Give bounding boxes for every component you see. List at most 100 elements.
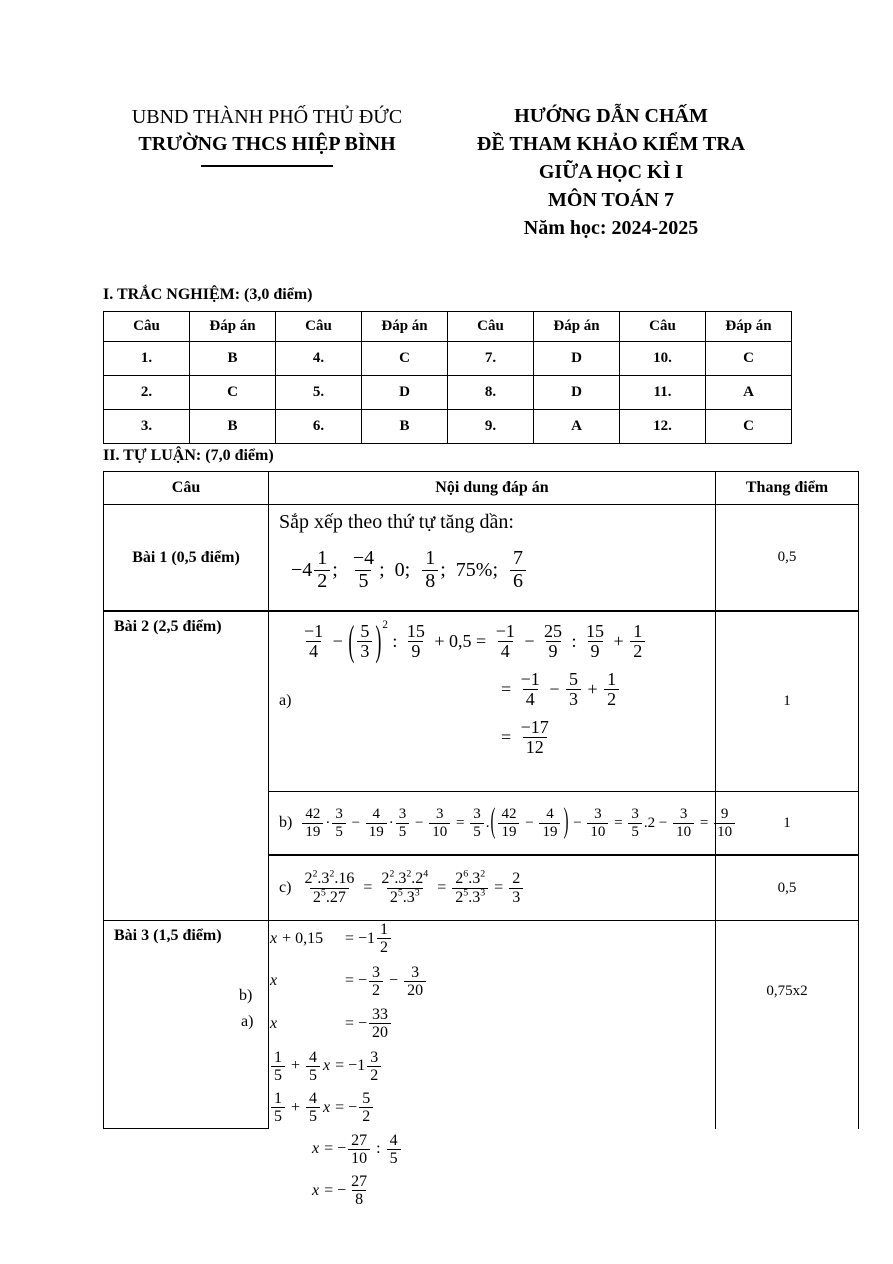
math-fden: 2 — [604, 689, 620, 709]
mc-answer-cell: D — [362, 376, 448, 410]
math-msup: 2 — [406, 868, 412, 880]
bai3a-row1-left: x + 0,15 — [269, 930, 345, 948]
math-fden: 19 — [498, 822, 520, 840]
math-fnum: 9 — [720, 806, 729, 823]
bai3a-row3-right: = −33 20 — [345, 1006, 393, 1042]
bai2a-content-cell: a) −1 4 − (5 3) 2 : 15 9 + 0,5 = −1 4 − 25 9 :… — [269, 612, 716, 792]
math-mi: x — [312, 1181, 320, 1199]
math-fnum: 25 — [544, 621, 563, 641]
math-msup: 5 — [463, 887, 469, 899]
math-fden: 2 — [359, 1107, 374, 1125]
math-fnum: 3 — [335, 806, 343, 823]
org-name: UBND THÀNH PHỐ THỦ ĐỨC — [131, 106, 403, 128]
math-frac: 3 10 — [673, 806, 695, 840]
math-fnum: 27 — [351, 1131, 368, 1149]
bai3a-row1: x + 0,15 = −1 1 2 — [269, 921, 715, 957]
math-mt: − — [411, 814, 428, 831]
math-fnum: 1 — [317, 547, 328, 569]
bai3-score: 0,75x2 — [716, 921, 859, 1129]
bai1-label: Bài 1 (0,5 điểm) — [104, 505, 269, 612]
math-frac: −1 4 — [518, 669, 543, 710]
math-mt: .2 — [411, 870, 424, 888]
math-fnum: 3 — [436, 806, 444, 823]
math-fden: 5 — [470, 822, 484, 840]
math-fden: 5 — [271, 1065, 285, 1084]
math-msup: 2 — [329, 868, 335, 880]
mc-header-cell: Đáp án — [362, 312, 448, 342]
math-mt: −4 — [291, 558, 313, 581]
math-fden: 3 — [509, 887, 524, 906]
math-mt: = — [359, 879, 377, 896]
math-fnum: −1 — [304, 621, 324, 641]
math-frac: −4 5 — [350, 547, 377, 592]
math-frac: 22.32.16 25.27 — [301, 868, 357, 906]
math-mt: − — [328, 631, 348, 652]
math-mt: · — [325, 814, 331, 831]
math-frac: −1 4 — [493, 621, 518, 662]
math-fden: 5 — [386, 1148, 401, 1167]
math-fden: 9 — [587, 641, 603, 661]
math-fnum: 3 — [473, 806, 481, 823]
math-mt: 2 — [304, 870, 313, 888]
math-frac: 27 10 — [348, 1131, 371, 1168]
math-mt: = — [696, 814, 713, 831]
math-fnum: −17 — [520, 716, 549, 737]
math-mt: .2 − — [643, 814, 672, 831]
math-fnum: 4 — [372, 806, 381, 823]
math-mi: x — [312, 1140, 320, 1158]
math-fden: 12 — [522, 737, 547, 757]
bai2c-score: 0,5 — [716, 856, 859, 921]
doc-title-line1: HƯỚNG DẪN CHẤM — [514, 105, 708, 127]
bai2c-math-line: 22.32.16 25.27 = 22.32.24 25.33 = 26.32 25.… — [299, 868, 525, 906]
mc-answer-cell: C — [706, 342, 792, 376]
math-bp: ) — [563, 803, 569, 841]
math-mt: + 0,15 — [278, 929, 324, 947]
section-1-title: I. TRẮC NGHIỆM: (3,0 điểm) — [103, 286, 313, 303]
math-mi: x — [323, 1057, 331, 1075]
multiple-choice-table: Câu Đáp án Câu Đáp án Câu Đáp án Câu Đáp… — [103, 311, 792, 444]
math-fden: 20 — [369, 1023, 392, 1041]
math-mt: = − — [345, 1014, 368, 1032]
math-fnum: 1 — [274, 1048, 282, 1066]
math-frac: 9 10 — [714, 806, 736, 840]
math-mi: x — [270, 1014, 278, 1032]
math-mt: = −1 — [331, 1057, 366, 1075]
math-fnum: 5 — [362, 1090, 371, 1108]
math-mt: = − — [320, 1181, 347, 1199]
math-mt: : — [387, 631, 402, 652]
section-2-title: II. TỰ LUẬN: (7,0 điểm) — [103, 447, 274, 464]
math-fden: 10 — [348, 1148, 371, 1167]
math-fnum: 26.32 — [452, 869, 488, 887]
math-fden: 8 — [352, 1190, 367, 1208]
math-fden: 5 — [306, 1065, 321, 1084]
bai3-label: Bài 3 (1,5 điểm) — [104, 921, 269, 1129]
mc-question-cell: 8. — [448, 376, 534, 410]
mc-answer-cell: C — [362, 342, 448, 376]
math-mt: : — [372, 1140, 385, 1158]
math-msup: 3 — [414, 887, 420, 899]
math-mi: x — [323, 1098, 331, 1116]
math-fden: 25.33 — [452, 887, 489, 906]
mc-header-cell: Câu — [104, 312, 190, 342]
math-frac: 15 9 — [404, 621, 428, 662]
bai3a-sublabel: a) — [241, 1013, 254, 1030]
math-fden: 3 — [357, 641, 373, 661]
math-mt: .3 — [394, 870, 407, 888]
math-mt: ; 75%; — [440, 558, 509, 581]
math-frac: 25 9 — [541, 621, 565, 662]
math-bp: ) — [375, 617, 382, 665]
essay-header-thangdiem: Thang điểm — [716, 472, 859, 505]
math-frac: 4 19 — [365, 806, 387, 840]
math-fden: 2 — [369, 980, 384, 999]
math-fnum: 4 — [546, 806, 554, 823]
mc-answer-cell: A — [534, 410, 620, 444]
math-fden: 10 — [714, 822, 736, 840]
